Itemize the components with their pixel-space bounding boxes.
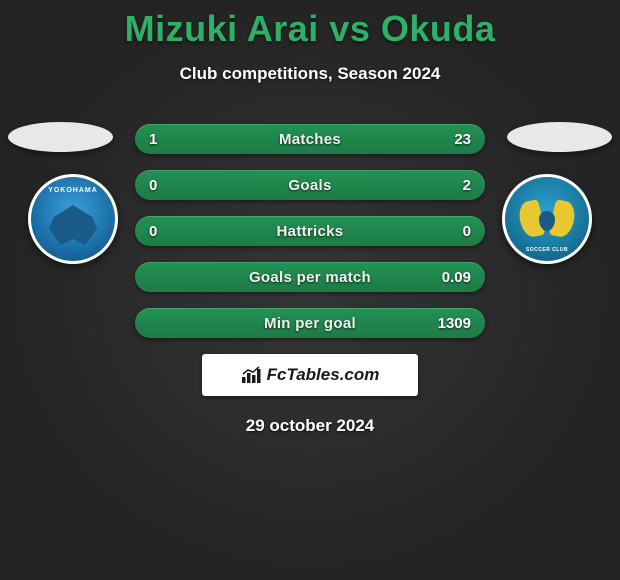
stat-right-value: 2 <box>463 177 471 194</box>
stat-right-value: 0.09 <box>442 269 471 286</box>
subtitle: Club competitions, Season 2024 <box>0 64 620 84</box>
stats-bars: 1 Matches 23 0 Goals 2 0 Hattricks 0 Goa… <box>0 124 620 338</box>
stat-label: Matches <box>279 131 341 148</box>
brand-text: FcTables.com <box>267 365 380 385</box>
stat-left-value: 0 <box>149 177 157 194</box>
stat-label: Goals per match <box>249 269 371 286</box>
page-title: Mizuki Arai vs Okuda <box>0 8 620 50</box>
stat-left-value: 1 <box>149 131 157 148</box>
stat-right-value: 0 <box>463 223 471 240</box>
brand-box[interactable]: FcTables.com <box>202 354 418 396</box>
stat-bar: Min per goal 1309 <box>135 308 485 338</box>
date-label: 29 october 2024 <box>0 416 620 436</box>
stat-bar: Goals per match 0.09 <box>135 262 485 292</box>
stat-right-value: 23 <box>454 131 471 148</box>
bars-chart-icon <box>241 366 263 384</box>
stat-bar: 1 Matches 23 <box>135 124 485 154</box>
stat-label: Goals <box>288 177 331 194</box>
stat-bar: 0 Hattricks 0 <box>135 216 485 246</box>
stat-label: Hattricks <box>277 223 344 240</box>
stat-bar: 0 Goals 2 <box>135 170 485 200</box>
stat-left-value: 0 <box>149 223 157 240</box>
stat-label: Min per goal <box>264 315 356 332</box>
stat-right-value: 1309 <box>438 315 471 332</box>
